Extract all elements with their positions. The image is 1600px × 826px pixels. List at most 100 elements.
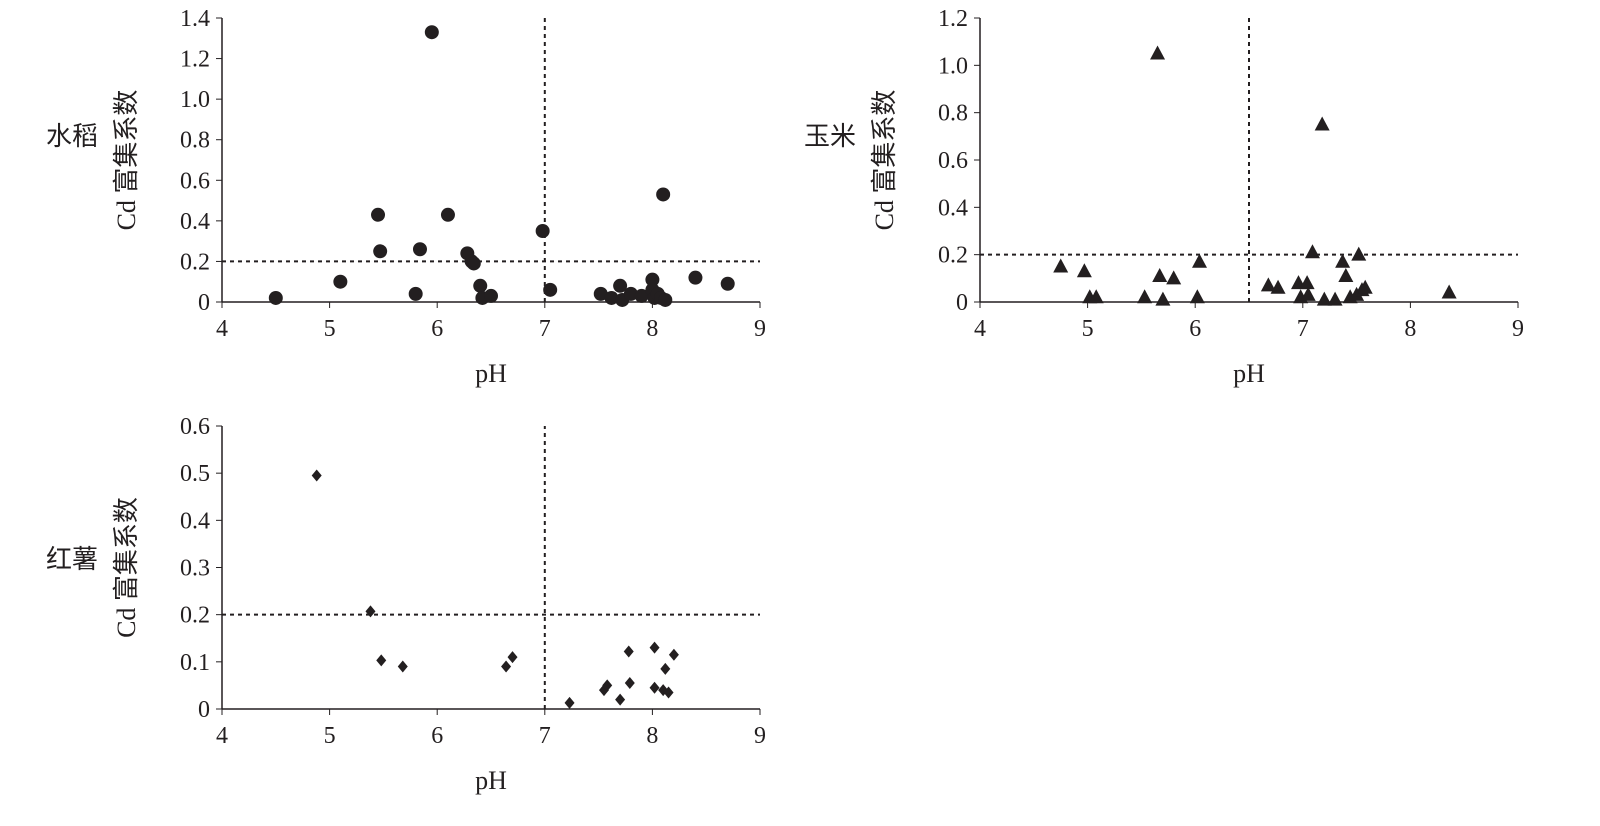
y-tick-label: 0 [198,697,210,723]
y-tick-label: 0.4 [180,209,210,235]
data-point [663,686,674,699]
y-tick-label: 0.6 [180,168,210,194]
x-tick-label: 9 [754,723,766,749]
data-point [365,605,376,618]
data-point [1053,258,1069,273]
data-point [1088,289,1104,304]
x-tick-label: 8 [1404,316,1416,342]
x-tick-label: 9 [1512,316,1524,342]
y-axis-label: Cd 富集系数 [870,90,899,231]
y-tick-label: 0.1 [180,650,210,676]
data-point [1260,277,1276,292]
scatter-panel-diamond: 4 5 6 7 8 9 0 0.1 0.2 0.3 0.4 0.5 0.6 pH 红薯 Cd 富集系数 [46,414,766,795]
data-point [1304,244,1320,259]
y-tick-label: 1.2 [180,47,210,73]
data-point [376,654,387,667]
data-point [656,187,671,202]
x-tick-label: 6 [431,723,443,749]
x-tick-label: 8 [646,723,658,749]
data-point [484,288,498,303]
data-point [1166,270,1182,285]
x-tick-label: 6 [1189,316,1201,342]
data-point [473,278,488,293]
data-point [660,662,671,675]
data-point [1155,291,1171,306]
data-point [658,292,673,307]
data-point [333,274,348,289]
data-point [624,677,635,690]
data-point [1314,116,1330,131]
data-point [613,278,628,293]
data-point [564,696,575,709]
data-point [604,290,619,305]
data-point [1357,279,1373,294]
data-point [507,651,518,664]
x-tick-label: 8 [646,316,658,342]
data-point [1270,279,1286,294]
x-tick-label: 4 [216,723,228,749]
y-tick-label: 1.0 [938,53,968,79]
data-point [688,270,703,285]
y-tick-label: 0.2 [180,603,210,629]
y-tick-label: 0.2 [180,249,210,275]
data-point [440,207,455,222]
scatter-panel-triangle: 4 5 6 7 8 9 0 0.2 0.4 0.6 0.8 1.0 1.2 pH 玉米 Cd 富集系数 [804,6,1524,388]
data-point [466,256,481,271]
data-point [1299,275,1315,290]
data-point [1076,263,1092,278]
x-axis-label: pH [1233,359,1265,388]
data-point [1327,291,1343,306]
data-point [1300,286,1316,301]
data-point [623,286,638,301]
data-point [649,681,660,694]
data-point [373,244,388,259]
y-tick-label: 0 [956,290,968,316]
scatter-panel-circle: 4 5 6 7 8 9 0 0.2 0.4 0.6 0.8 1.0 1.2 1.4 pH 水稻 Cd 富集系数 [46,6,766,388]
data-point [1137,289,1153,304]
y-tick-label: 0.4 [180,508,210,534]
data-point [1152,267,1168,282]
data-point [412,242,427,257]
y-axis-label: Cd 富集系数 [112,497,141,638]
data-point [1150,45,1166,60]
y-tick-label: 0.6 [180,414,210,440]
crop-label: 玉米 [804,122,856,151]
data-point [543,282,558,297]
y-tick-label: 0.6 [938,148,968,174]
x-tick-label: 7 [539,723,551,749]
x-tick-label: 6 [431,316,443,342]
data-point [424,25,439,40]
data-point [1316,291,1332,306]
data-point [1189,289,1205,304]
data-point [1335,253,1351,268]
y-tick-label: 1.0 [180,87,210,113]
data-point [602,679,613,692]
y-axis-label: Cd 富集系数 [112,90,141,231]
data-point [645,272,660,287]
data-point [1441,284,1457,299]
data-point [593,286,608,301]
x-tick-label: 7 [1297,316,1309,342]
x-tick-label: 4 [974,316,986,342]
data-point [268,290,283,305]
y-tick-label: 0.8 [938,101,968,127]
crop-label: 水稻 [46,122,98,151]
data-point [1192,253,1208,268]
data-point [371,207,386,222]
x-tick-label: 4 [216,316,228,342]
data-point [397,660,408,673]
y-tick-label: 1.4 [180,6,210,32]
y-tick-label: 0.2 [938,243,968,269]
x-tick-label: 7 [539,316,551,342]
data-point [1338,267,1354,282]
data-point [311,469,322,482]
x-axis-label: pH [475,359,507,388]
data-point [649,641,660,654]
data-point [1351,246,1367,261]
x-tick-label: 5 [1082,316,1094,342]
x-tick-label: 5 [324,723,336,749]
x-tick-label: 9 [754,316,766,342]
y-tick-label: 1.2 [938,6,968,32]
data-point [501,660,512,673]
